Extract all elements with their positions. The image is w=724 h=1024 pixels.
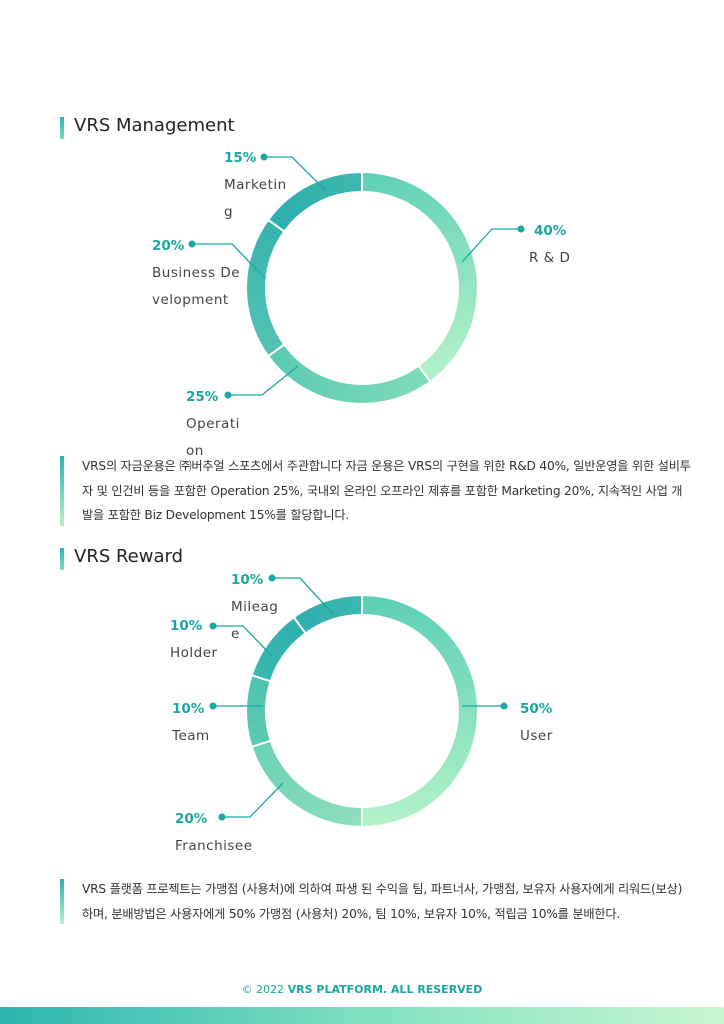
reward-leader-dot [500,702,508,710]
reward-label-franchisee: 20% Franchisee [175,806,265,860]
label-percent: 10% [172,701,205,717]
reward-leader-dot [209,702,217,710]
management-description: VRS의 자금운용은 ㈜버추얼 스포츠에서 주관합니다 자금 운용은 VRS의 … [60,454,692,528]
management-leader-dot [188,240,196,248]
reward-leader-line [213,625,273,657]
management-slice-r-d [361,170,479,384]
copyright-text: © 2022 [241,983,288,996]
label-name: User [520,728,553,744]
management-slice-marketing [266,170,363,233]
management-label-operation: 25% Operation [186,384,248,465]
label-name: Team [172,728,210,744]
reward-slice-team [245,673,272,749]
reward-slice-mileage [292,593,363,635]
reward-description: VRS 플랫폼 프로젝트는 가맹점 (사용처)에 의하여 파생 된 수익을 팀,… [60,877,692,926]
reward-slice-user [361,593,479,829]
management-leader-line [264,156,327,192]
reward-title: VRS Reward [60,546,183,570]
label-percent: 15% [224,150,257,166]
management-leader-dot [224,391,232,399]
reward-leader-lines [209,574,508,821]
footer-copyright: © 2022 VRS PLATFORM. ALL RESERVED [0,983,724,996]
reward-label-user: 50% User [520,696,590,750]
management-leader-dot [517,225,525,233]
label-percent: 50% [520,701,553,717]
reward-leader-dot [268,574,276,582]
management-slice-business-development [245,218,286,358]
label-name: Marketing [224,177,287,220]
label-percent: 20% [175,811,208,827]
label-percent: 40% [534,223,567,239]
reward-label-holder: 10% Holder [170,613,240,667]
reward-leader-dot [218,813,226,821]
bottom-gradient-bar [0,1007,724,1024]
reward-slices [245,593,479,829]
reward-slice-franchisee [250,739,363,829]
management-label-business-development: 20% Business Development [152,233,242,314]
reward-label-mileage: 10% Mileage [231,567,285,648]
label-name: Operation [186,416,240,459]
management-label-marketing: 15% Marketing [224,145,288,226]
reward-leader-line [222,782,284,818]
label-percent: 25% [186,389,219,405]
management-slice-operation [266,343,432,405]
label-name: Business Development [152,265,241,308]
management-label-rnd: 40% R & D [529,218,599,272]
label-percent: 20% [152,238,185,254]
management-leader-line [228,365,299,396]
label-percent: 10% [231,572,264,588]
management-leader-lines [188,153,525,399]
management-leader-dot [260,153,268,161]
management-leader-line [461,228,521,263]
reward-leader-dot [209,622,217,630]
label-name: R & D [529,250,571,266]
label-name: Mileage [231,599,279,642]
footer-brand: VRS PLATFORM. ALL RESERVED [287,983,483,996]
management-title: VRS Management [60,115,235,139]
management-leader-line [192,243,266,279]
reward-leader-line [272,577,334,615]
label-name: Holder [170,645,218,661]
label-name: Franchisee [175,838,253,854]
label-percent: 10% [170,618,203,634]
reward-label-team: 10% Team [172,696,242,750]
management-slices [245,170,479,405]
